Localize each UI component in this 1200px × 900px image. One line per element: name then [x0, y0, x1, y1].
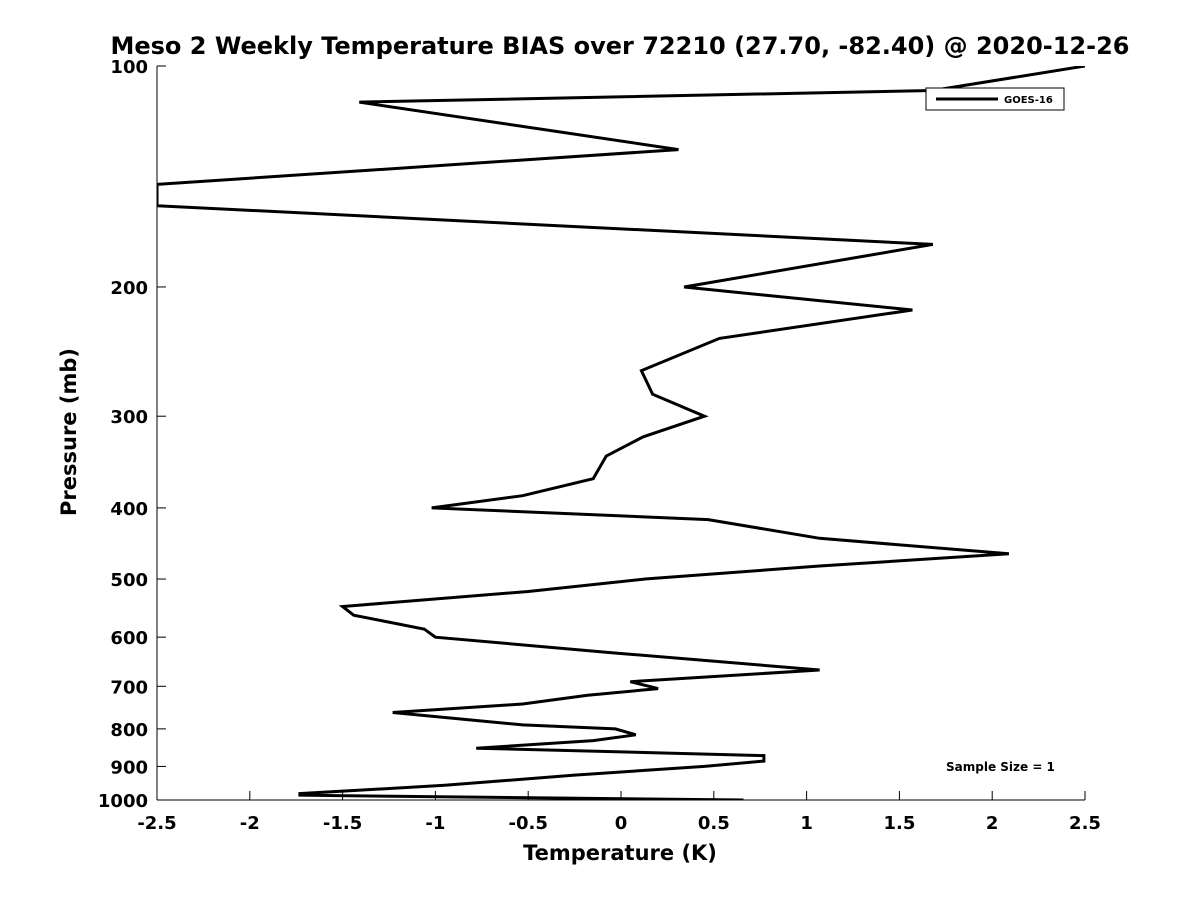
plot-axes: -2.5 -2 -1.5 -1 -0.5 0 0.5 1 1.5 2 2.5 100 200 300 400… [98, 57, 1101, 834]
y-tick-label: 900 [110, 757, 148, 778]
x-tick-label: -1.5 [323, 813, 362, 834]
legend-entry: GOES-16 [1004, 95, 1053, 106]
y-tick-label: 300 [110, 407, 148, 428]
y-tick-label: 800 [110, 720, 148, 741]
series-layer [157, 66, 1085, 800]
x-tick-label: 2 [986, 813, 999, 834]
x-tick-label: 1.5 [883, 813, 915, 834]
y-tick-label: 700 [110, 677, 148, 698]
y-tick-label: 100 [110, 57, 148, 78]
x-tick-label: -0.5 [509, 813, 548, 834]
chart-title: Meso 2 Weekly Temperature BIAS over 7221… [110, 32, 1129, 60]
x-tick-label: -2 [240, 813, 260, 834]
y-tick-label: 200 [110, 278, 148, 299]
y-tick-label: 600 [110, 628, 148, 649]
y-tick-label: 500 [110, 570, 148, 591]
x-tick-label: 1 [800, 813, 813, 834]
series-line-goes-16 [157, 66, 1085, 800]
x-tick-label: 0 [615, 813, 628, 834]
x-tick-label: 2.5 [1069, 813, 1101, 834]
x-axis-label: Temperature (K) [523, 841, 717, 865]
y-tick-label: 400 [110, 499, 148, 520]
y-tick-label: 1000 [98, 791, 148, 812]
x-tick-label: 0.5 [698, 813, 730, 834]
x-tick-label: -2.5 [137, 813, 176, 834]
sample-size-annotation: Sample Size = 1 [946, 760, 1055, 774]
legend: GOES-16 [925, 87, 1065, 111]
x-tick-label: -1 [425, 813, 445, 834]
y-axis-label: Pressure (mb) [57, 348, 81, 516]
